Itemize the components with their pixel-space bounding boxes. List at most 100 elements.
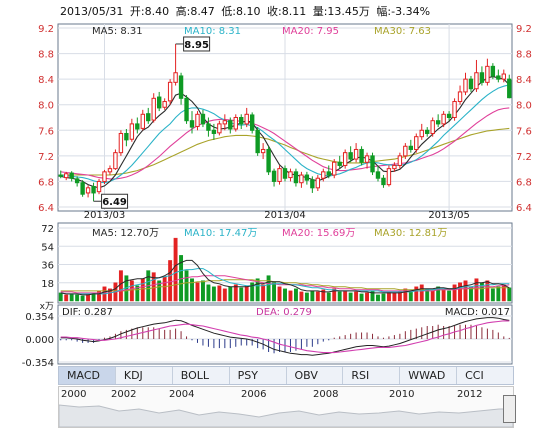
volume-bar (381, 293, 386, 302)
volume-bar (80, 295, 85, 302)
timeline-range-handle[interactable] (503, 395, 516, 423)
year-label-2000: 2000 (61, 389, 87, 400)
year-label-2004: 2004 (169, 389, 195, 400)
candle-body (156, 96, 162, 109)
candle-body (228, 120, 233, 130)
candle-body (113, 152, 118, 170)
tab-kdj[interactable]: KDJ (116, 367, 173, 384)
candle-body (260, 148, 266, 154)
quote-change: 幅:-3.34% (376, 5, 431, 18)
candle-body (140, 113, 145, 129)
candle-body (184, 97, 189, 122)
candle-body (255, 129, 260, 154)
quote-volume: 量:13.45万 (312, 5, 370, 18)
volume-bar (458, 282, 462, 302)
volume-bar (228, 286, 233, 302)
volume-bar (288, 290, 293, 302)
volume-bar (151, 272, 156, 302)
volume-bar (392, 292, 397, 302)
tab-rsi[interactable]: RSI (343, 367, 401, 384)
candle-body (178, 75, 184, 99)
volume-bar (490, 288, 495, 302)
candle-body (249, 114, 255, 131)
volume-bar (343, 290, 348, 302)
candle-body (414, 136, 419, 150)
candle-body (310, 179, 315, 189)
candle-body (430, 120, 435, 134)
candle-body (408, 145, 414, 150)
candle-body (124, 132, 129, 141)
volume-bar (447, 290, 452, 302)
candle-body (474, 72, 479, 90)
candle-body (102, 171, 107, 182)
candle-body (375, 171, 381, 179)
candle-body (392, 164, 397, 170)
volume-bar (332, 288, 337, 302)
volume-bar (474, 278, 479, 302)
candle-body (485, 65, 490, 83)
tab-boll[interactable]: BOLL (173, 367, 230, 384)
volume-bar (190, 278, 194, 302)
candle-body (419, 129, 424, 138)
candle-body (446, 113, 452, 119)
candle-body (239, 117, 244, 125)
timeline-navigator[interactable]: 2000 2002 2004 2006 2008 2010 2012 (58, 386, 516, 428)
volume-unit-label: x万 (40, 302, 54, 312)
candle-body (435, 120, 441, 125)
tab-psy[interactable]: PSY (230, 367, 287, 384)
volume-bar (348, 292, 353, 302)
volume-bar (250, 282, 255, 302)
price-tick-right: 7.6 (516, 126, 532, 137)
tab-wwad[interactable]: WWAD (400, 367, 458, 384)
price-legend-ma5: MA5: 8.31 (92, 26, 143, 37)
candle-body (107, 168, 113, 173)
volume-bar (97, 290, 101, 302)
macd-tick: -0.354 (22, 358, 54, 369)
volume-legend-ma30: MA30: 12.81万 (374, 228, 447, 239)
candle-body (463, 78, 468, 93)
candle-body (277, 168, 282, 182)
volume-bar (206, 284, 211, 302)
volume-bar (403, 288, 408, 302)
volume-bar (201, 280, 205, 302)
candle-body (58, 174, 63, 177)
price-date-label: 2013/04 (264, 210, 306, 221)
candle-body (129, 123, 135, 140)
volume-bar (485, 280, 490, 302)
candle-body (288, 171, 293, 179)
volume-bar (430, 290, 435, 302)
quote-close: 收:8.11 (267, 5, 307, 18)
candle-body (211, 129, 217, 134)
candle-body (195, 113, 200, 127)
volume-bar (441, 288, 446, 302)
tab-obv[interactable]: OBV (287, 367, 344, 384)
indicator-tabs: MACD KDJ BOLL PSY OBV RSI WWAD CCI (58, 366, 514, 385)
volume-bar (277, 286, 282, 302)
volume-legend-ma5: MA5: 12.70万 (92, 228, 159, 239)
candle-body (80, 182, 85, 195)
volume-ma20-line (60, 275, 510, 294)
volume-bar (184, 270, 189, 302)
candle-body (189, 120, 195, 128)
candle-body (348, 152, 353, 160)
year-label-2010: 2010 (389, 389, 415, 400)
candle-body (293, 171, 299, 184)
volume-bar (118, 270, 123, 302)
tab-cci[interactable]: CCI (465, 369, 484, 382)
volume-bar (195, 282, 200, 302)
macd-legend-macd: MACD: 0.017 (445, 307, 510, 318)
volume-bar (75, 294, 80, 302)
volume-legend-ma20: MA20: 15.69万 (282, 228, 355, 239)
price-tick-right: 8.8 (516, 50, 532, 61)
tab-macd[interactable]: MACD (59, 367, 116, 384)
candle-body (200, 113, 206, 125)
volume-bar (211, 286, 216, 302)
candle-body (282, 168, 288, 179)
volume-bar (354, 291, 359, 302)
price-date-label: 2013/05 (428, 210, 470, 221)
volume-bar (162, 276, 167, 302)
volume-bar (376, 294, 380, 302)
macd-tick: 0.000 (25, 335, 54, 346)
volume-bar (261, 284, 266, 302)
macd-tick: 0.354 (25, 312, 54, 323)
